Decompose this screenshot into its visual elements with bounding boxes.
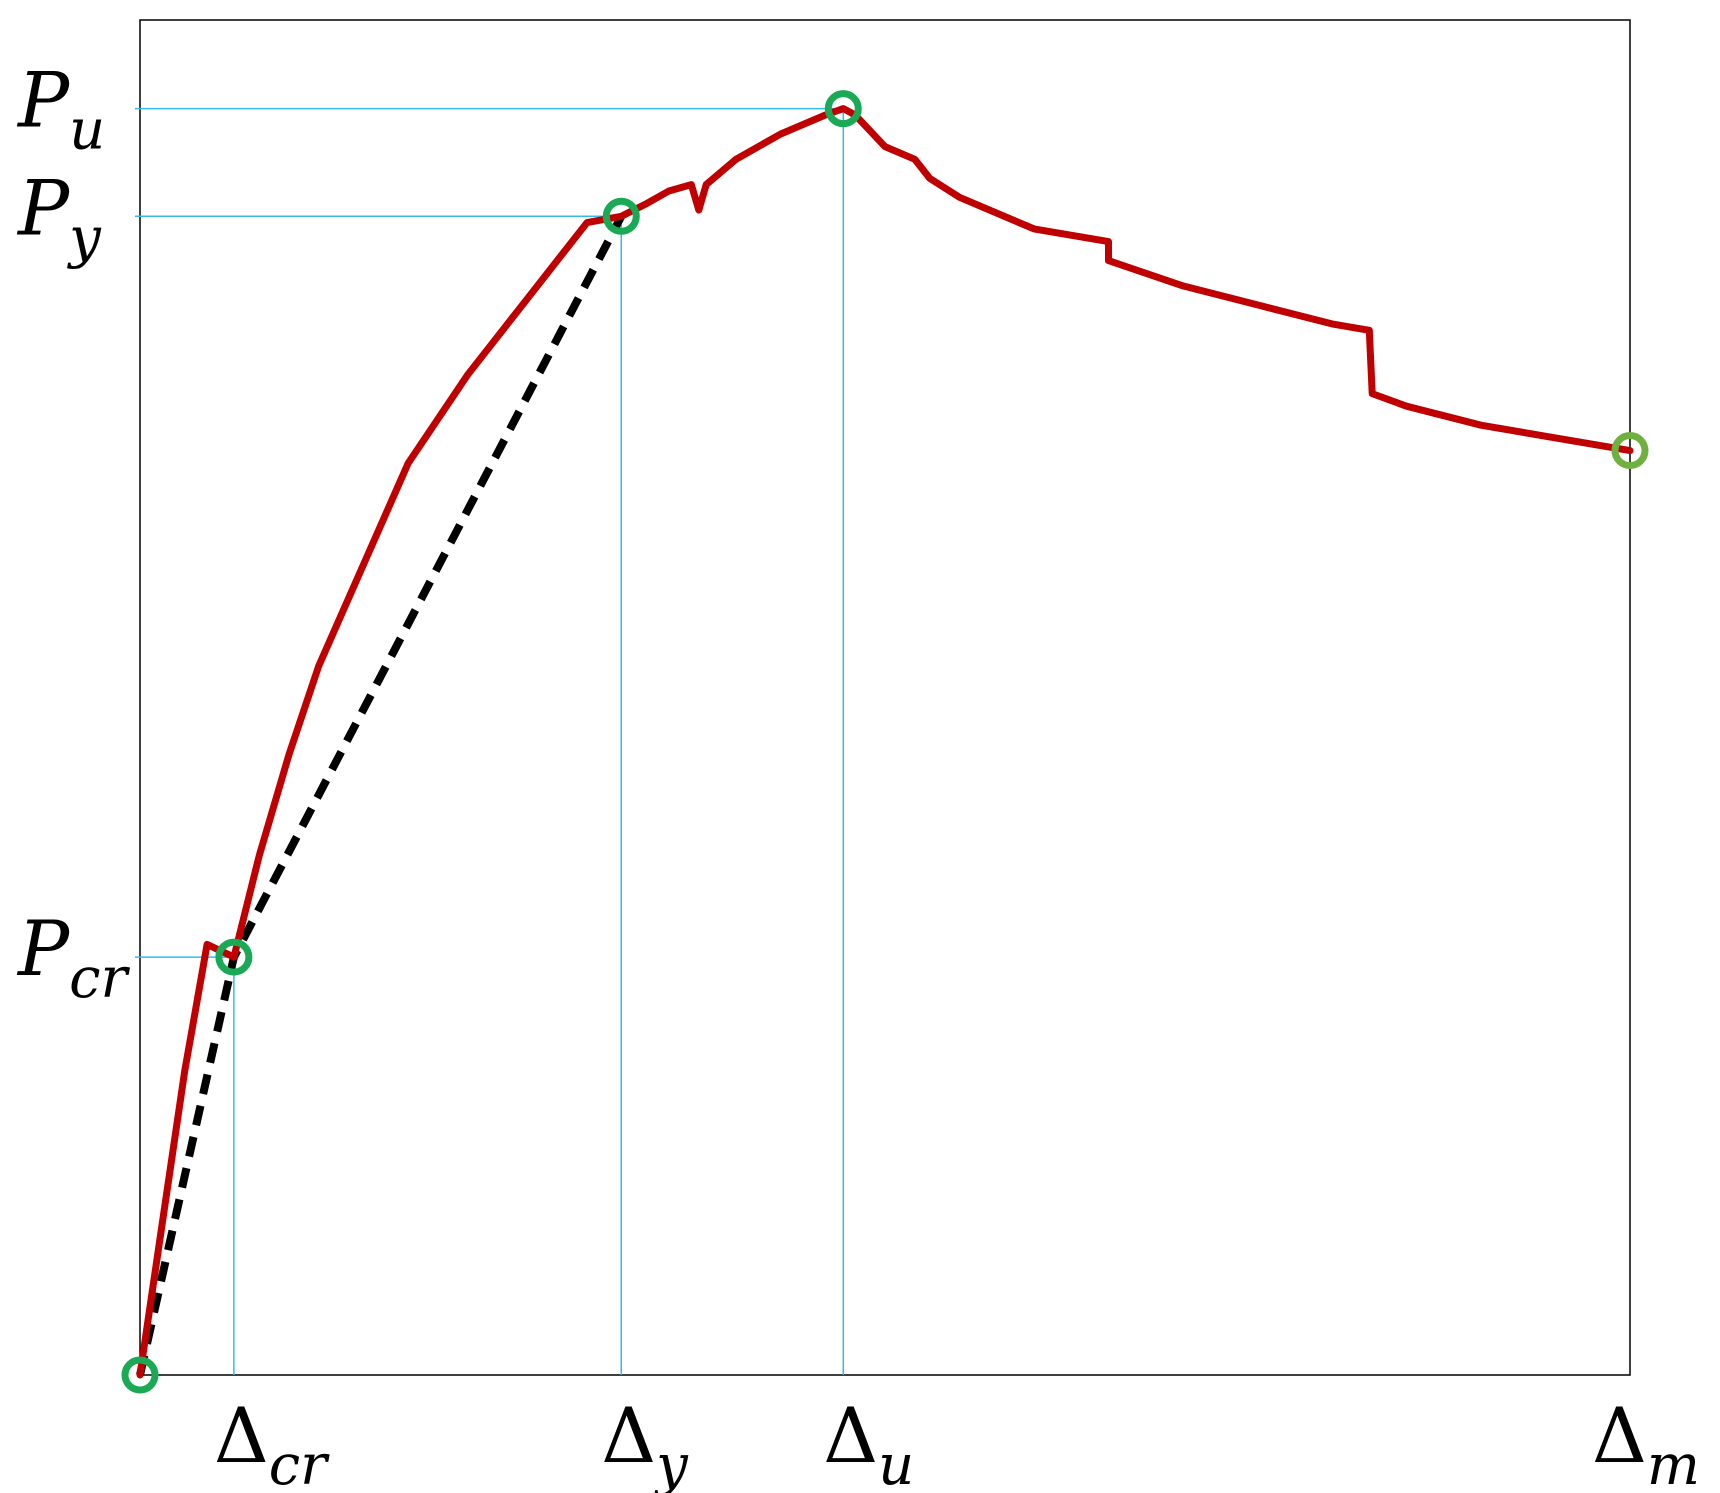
x-tick-y-symbol: Δ [601, 1391, 656, 1480]
x-tick-cr-subscript: cr [269, 1433, 330, 1493]
marker-ultimate [824, 90, 862, 128]
x-tick-m: Δm [1592, 1391, 1700, 1493]
y-tick-u-symbol: P [16, 56, 71, 145]
key-point-markers [121, 90, 1649, 1394]
marker-cracking [215, 938, 253, 976]
load-displacement-curve [136, 105, 1634, 1379]
x-tick-u-symbol: Δ [823, 1391, 878, 1480]
y-tick-y-subscript: y [66, 205, 102, 270]
y-tick-u-subscript: u [69, 98, 105, 163]
series-layer [136, 105, 1634, 1379]
y-tick-y-symbol: P [16, 163, 71, 252]
y-tick-cr-symbol: P [16, 904, 71, 993]
marker-origin [121, 1356, 159, 1394]
x-tick-cr: Δcr [214, 1391, 330, 1493]
x-tick-labels: Δcr Δy Δu Δm [214, 1391, 1700, 1493]
guide-lines [135, 107, 845, 1375]
plot-frame [139, 19, 1631, 1376]
idealized-bilinear-line [136, 214, 625, 1376]
y-tick-y: Py [16, 163, 102, 270]
x-tick-y-subscript: y [653, 1433, 689, 1493]
y-tick-cr: Pcr [16, 904, 131, 1011]
x-tick-u-subscript: u [878, 1433, 914, 1493]
marker-yield [602, 197, 640, 235]
x-tick-m-symbol: Δ [1592, 1391, 1647, 1480]
x-tick-u: Δu [823, 1391, 914, 1493]
marker-maximum [1611, 432, 1649, 470]
x-tick-cr-symbol: Δ [214, 1391, 269, 1480]
x-tick-m-subscript: m [1647, 1433, 1700, 1493]
y-tick-cr-subscript: cr [69, 946, 130, 1011]
y-tick-u: Pu [16, 56, 105, 163]
x-tick-y: Δy [601, 1391, 689, 1493]
